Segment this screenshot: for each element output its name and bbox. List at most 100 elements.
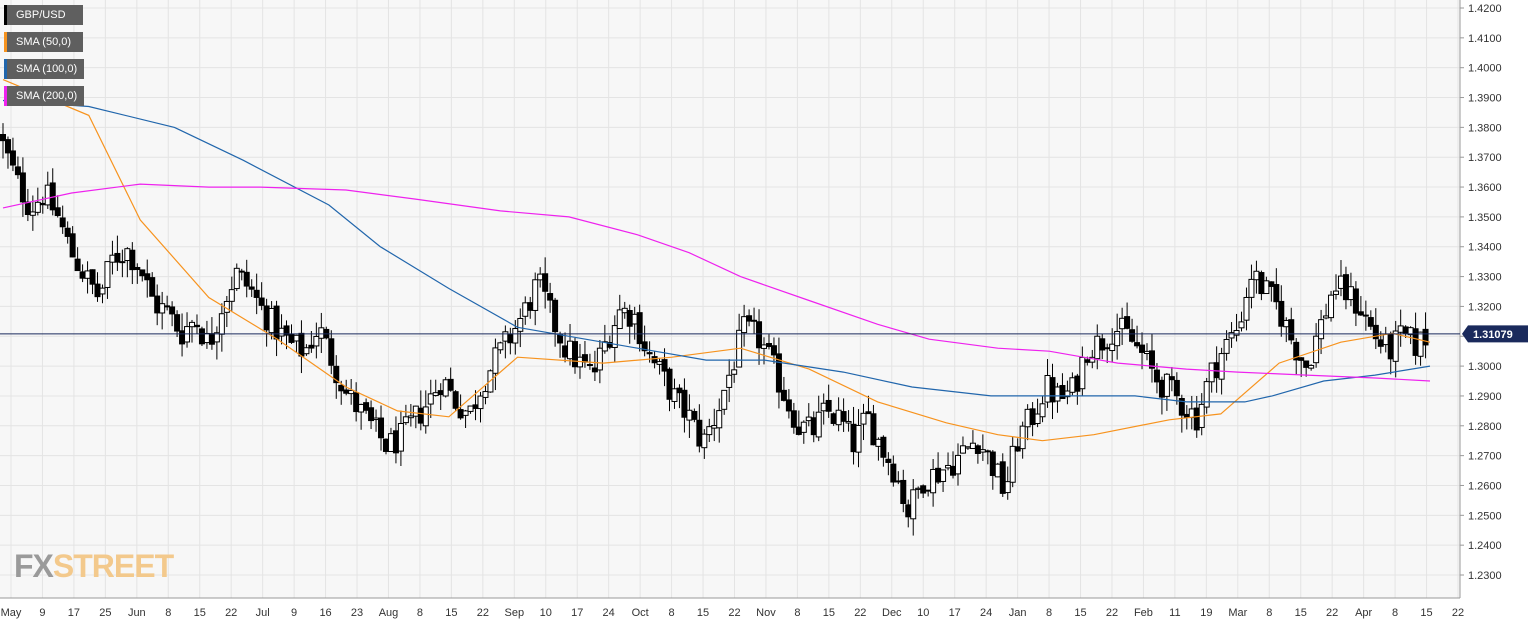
candle-body-up: [945, 464, 952, 469]
x-tick-label: 22: [854, 607, 866, 619]
candle-body-down: [74, 258, 81, 272]
x-tick-label: 15: [1420, 607, 1432, 619]
candle-body-up: [1397, 325, 1404, 333]
candle: [999, 453, 1006, 497]
candle: [1273, 268, 1280, 310]
candle-body-up: [1039, 403, 1046, 418]
candle: [1064, 380, 1071, 405]
candle: [1298, 357, 1305, 377]
candle: [407, 404, 414, 427]
candle: [14, 156, 21, 179]
candle-body-up: [104, 261, 111, 288]
x-tick-label: 11: [1169, 607, 1180, 619]
candle: [308, 330, 315, 353]
candle: [1134, 325, 1141, 349]
y-tick-label: 1.4000: [1468, 63, 1502, 75]
candle-body-up: [671, 388, 678, 402]
candle: [681, 378, 688, 433]
candle-body-down: [338, 384, 345, 392]
candle-body-down: [905, 504, 912, 518]
x-tick-label: 17: [68, 607, 80, 619]
candle: [572, 337, 579, 374]
candle: [59, 205, 66, 234]
candle-body-up: [119, 261, 126, 264]
candle-body-down: [9, 150, 16, 166]
candle-body-down: [746, 315, 753, 322]
candle-body-down: [974, 445, 981, 454]
candle: [1153, 363, 1160, 394]
candle-body-down: [1288, 319, 1295, 341]
candle-body-down: [830, 413, 837, 424]
candle-body-down: [547, 293, 554, 301]
candle-body-down: [880, 436, 887, 458]
candle: [651, 350, 658, 369]
y-tick-label: 1.4100: [1468, 33, 1502, 45]
candle-body-up: [34, 201, 41, 213]
candle: [1303, 360, 1310, 377]
x-tick-label: 19: [1200, 607, 1212, 619]
candle: [397, 410, 404, 467]
candle: [4, 136, 11, 169]
candle-body-up: [1034, 413, 1041, 425]
candle: [89, 269, 96, 295]
candle: [174, 310, 181, 337]
candle-body-up: [397, 422, 404, 452]
legend-swatch: [4, 5, 7, 25]
candle: [701, 429, 708, 459]
candle: [1233, 313, 1240, 342]
candle: [641, 325, 648, 357]
legend-item-sma-100[interactable]: SMA (100,0): [4, 59, 85, 79]
legend-swatch: [4, 32, 7, 52]
y-tick-label: 1.3400: [1468, 242, 1502, 254]
candle-body-down: [378, 417, 385, 439]
candle-body-down: [1173, 379, 1180, 397]
y-tick-label: 1.2700: [1468, 451, 1502, 463]
candle-body-down: [1059, 385, 1066, 400]
candle-body-down: [1124, 316, 1131, 329]
candle-body-down: [850, 423, 857, 453]
candle-body-down: [1029, 408, 1036, 425]
sma-line: [2, 99, 1431, 403]
candle-body-down: [552, 299, 559, 333]
candle-body-down: [691, 410, 698, 420]
y-tick-label: 1.3300: [1468, 272, 1502, 284]
x-tick-label: 8: [669, 607, 675, 619]
candle: [422, 390, 429, 434]
candle-body-down: [308, 344, 315, 349]
legend-item-sma-50[interactable]: SMA (50,0): [4, 32, 84, 52]
candle-body-up: [910, 489, 917, 520]
candle: [780, 376, 787, 402]
candle-body-down: [840, 411, 847, 422]
legend-swatch: [4, 59, 7, 79]
candle-body-down: [169, 306, 176, 315]
candle: [756, 309, 763, 365]
candle-body-up: [761, 344, 768, 349]
legend-item-sma-200[interactable]: SMA (200,0): [4, 86, 85, 106]
legend-item-gbpusd[interactable]: GBP/USD: [4, 5, 84, 25]
candle-body-down: [890, 463, 897, 483]
candle-body-up: [358, 403, 365, 413]
y-tick-label: 1.2500: [1468, 510, 1502, 522]
candle: [238, 268, 245, 281]
candle: [134, 263, 141, 284]
candle-body-up: [373, 417, 380, 421]
candle: [1034, 398, 1041, 428]
candle-body-up: [1283, 319, 1290, 328]
candle-body-down: [756, 321, 763, 349]
x-tick-label: 8: [794, 607, 800, 619]
legend-label: SMA (50,0): [7, 32, 83, 52]
candle: [1099, 333, 1106, 360]
candle-body-down: [950, 465, 957, 476]
candle-body-down: [676, 387, 683, 394]
candle-body-up: [855, 424, 862, 453]
candle-body-down: [999, 461, 1006, 494]
candle-body-down: [54, 207, 61, 217]
candle: [1203, 377, 1210, 414]
candle: [228, 276, 235, 311]
candle-body-up: [815, 411, 822, 438]
candle-body-up: [1233, 329, 1240, 336]
candle-body-up: [1243, 296, 1250, 321]
candle-body-up: [930, 468, 937, 494]
candle-body-up: [442, 379, 449, 397]
sma-line: [2, 79, 1431, 442]
